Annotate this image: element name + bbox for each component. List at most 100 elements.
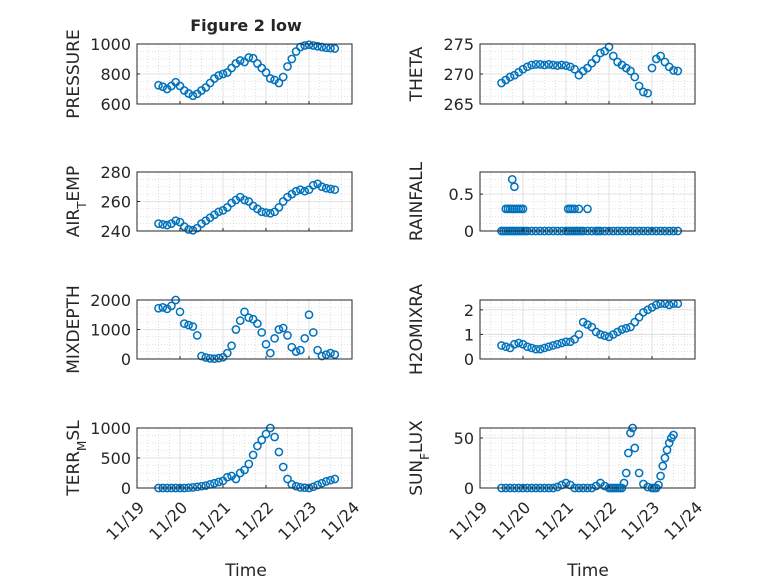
data-point [240,195,249,205]
subplot-mixdepth: 0 1000 2000 MIXDEPTH [64,285,353,374]
data-point [634,312,644,322]
data-point [248,53,258,63]
data-point [561,61,571,70]
data-point [596,330,605,339]
data-point [501,342,511,352]
data-point [304,40,314,50]
y-tick-label: 50 [454,429,474,448]
data-point [287,342,297,352]
ylabel-sun_flux: SUNFLUX [407,420,432,496]
y-tick-label: 0 [464,479,474,498]
data-point [296,42,305,52]
y-tick-label: 260 [100,193,131,212]
data-point [518,64,528,74]
data-point [531,60,541,69]
y-tick-label: 0 [464,350,474,369]
y-tick-label: 2 [464,301,474,320]
data-point [296,345,305,355]
data-point [257,328,267,337]
xlabel-right: Time [566,561,609,581]
data-point [214,477,224,487]
data-point [321,350,331,359]
data-point [583,204,592,214]
data-point [278,462,288,472]
data-point [624,448,633,458]
data-point [647,63,657,73]
data-point [544,60,554,69]
data-point [619,478,629,488]
axes-box [479,299,696,360]
data-point [188,322,198,331]
data-point [192,223,202,233]
data-point [626,322,635,332]
y-tick-label: 800 [100,65,131,84]
ylabel-rainfall: RAINFALL [407,161,427,241]
data-point [574,204,584,214]
data-point [583,320,592,329]
data-point [570,64,579,74]
ylabel-air_temp: AIRTEMP [64,166,89,237]
y-tick-label: 1000 [90,419,131,438]
data-point [570,334,579,344]
data-point [274,203,284,212]
data-point [171,216,181,226]
y-tick-label: 265 [443,95,474,114]
data-point [574,330,584,339]
data-point [265,74,275,83]
axes-box [479,171,696,232]
data-point [214,71,224,80]
y-tick-label: 1000 [90,35,131,54]
data-point [510,339,519,349]
data-point [192,331,202,340]
ylabel-terr_msl: TERRMSL [64,420,89,497]
data-point [596,48,605,58]
data-point [591,327,601,337]
data-point [321,477,331,486]
data-point [287,54,297,64]
data-point [308,180,318,190]
data-point [227,341,236,351]
data-point [188,91,198,101]
y-tick-label: 0.5 [449,185,474,204]
data-point [330,44,340,53]
axes-box [479,427,696,489]
data-point [639,87,648,97]
data-point [214,207,224,217]
data-point [240,307,249,317]
data-point [283,62,292,71]
data-point [621,323,631,333]
data-point [570,204,579,214]
data-point [274,78,284,88]
data-point [308,328,318,337]
data-point [296,185,305,195]
data-point [300,41,310,50]
data-point [235,316,245,325]
data-point [565,337,575,347]
data-point [617,325,627,334]
data-point [330,185,340,195]
data-point [522,62,532,72]
data-point [261,429,271,439]
data-point [231,325,241,334]
data-point [514,338,524,348]
data-point [261,208,271,217]
data-point [300,186,310,196]
y-tick-label: 500 [100,449,131,468]
data-point [604,332,614,342]
data-point [600,331,610,340]
y-tick-label: 275 [443,35,474,54]
data-point [278,72,288,82]
data-point [313,41,322,51]
data-point [548,341,558,350]
ylabel-theta: THETA [407,46,427,102]
data-point [158,82,168,92]
data-point [210,478,219,488]
y-tick-label: 0 [464,222,474,241]
data-point [578,317,588,327]
data-point [253,319,262,328]
data-point [608,51,618,61]
data-point [291,47,301,56]
data-point [634,81,644,91]
data-point [647,303,657,312]
data-point [317,478,327,488]
